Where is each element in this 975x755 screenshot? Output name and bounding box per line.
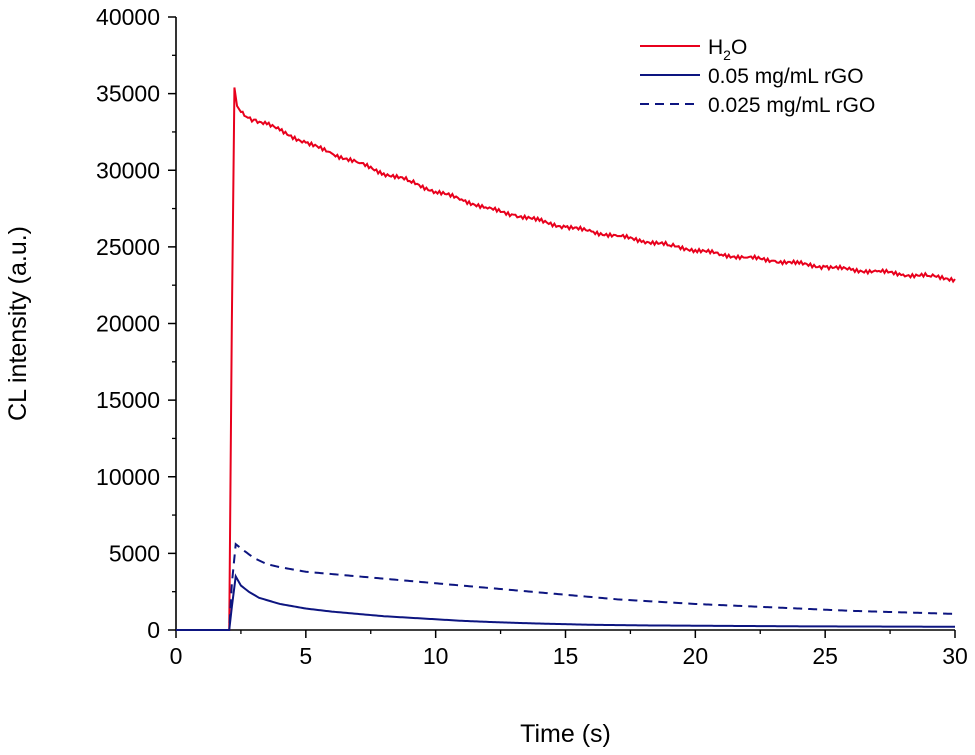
y-tick-label: 5000 (109, 540, 160, 566)
x-tick-label: 30 (942, 643, 968, 669)
y-tick-label: 35000 (96, 81, 160, 107)
legend-label-2: 0.05 mg/mL rGO (708, 65, 864, 88)
x-tick-label: 25 (812, 643, 838, 669)
series-layer (176, 87, 956, 631)
x-tick-label: 10 (423, 643, 449, 669)
axes: 0 5 10 15 20 25 30 0 5000 10000 15000 20000 25000 300… (96, 4, 968, 669)
x-axis-title: Time (s) (520, 720, 611, 748)
x-tick-label: 15 (553, 643, 579, 669)
x-tick-label: 20 (683, 643, 709, 669)
y-tick-label: 15000 (96, 387, 160, 413)
y-tick-label: 0 (147, 617, 160, 643)
series-line-1 (176, 87, 956, 631)
x-tick-label: 0 (170, 643, 183, 669)
y-tick-label: 20000 (96, 311, 160, 337)
x-tick-label: 5 (299, 643, 312, 669)
y-tick-label: 40000 (96, 4, 160, 30)
y-tick-label: 10000 (96, 464, 160, 490)
legend-label-1: H2O (708, 36, 747, 63)
series-line-2 (176, 573, 955, 631)
y-tick-label: 25000 (96, 234, 160, 260)
legend-label-3: 0.025 mg/mL rGO (708, 94, 875, 117)
series-line-3 (176, 542, 956, 631)
y-axis-title: CL intensity (a.u.) (4, 226, 32, 421)
y-tick-label: 30000 (96, 157, 160, 183)
